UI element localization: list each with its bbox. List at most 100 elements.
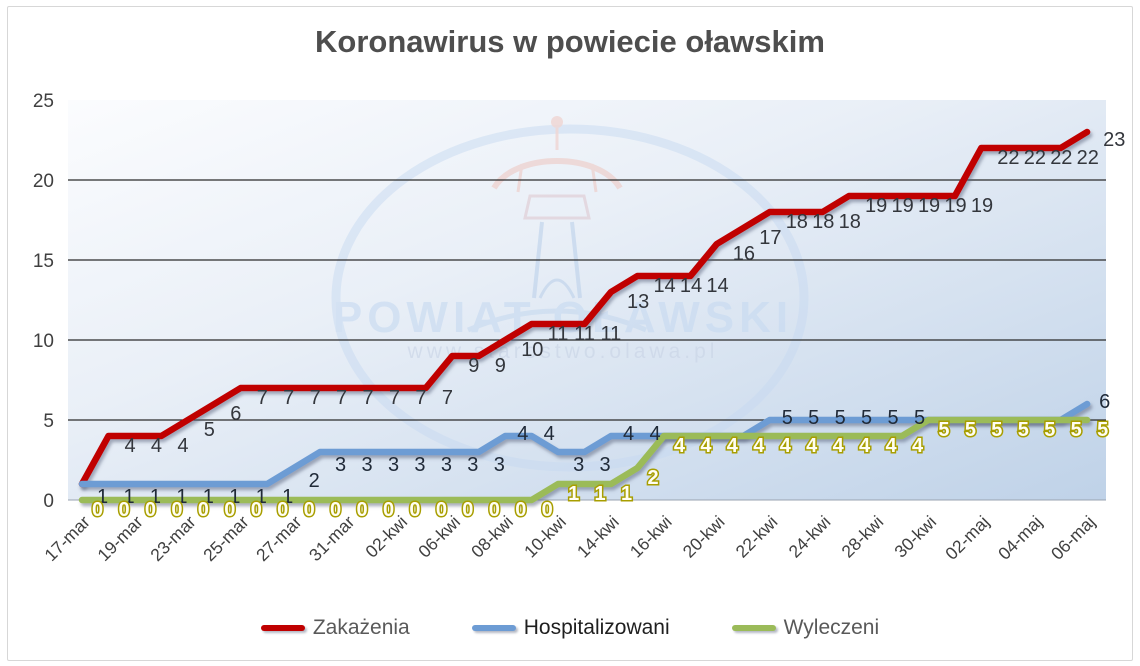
x-tick-label: 24-kwi <box>785 512 835 562</box>
data-label-hospitalizowani: 5 <box>835 407 846 429</box>
data-label-zakazenia: 7 <box>310 387 321 409</box>
data-label-wyleczeni: 0 <box>489 499 500 521</box>
data-label-wyleczeni: 4 <box>700 435 712 457</box>
data-label-wyleczeni: 5 <box>1018 419 1029 441</box>
data-label-wyleczeni: 4 <box>886 435 898 457</box>
data-label-zakazenia: 19 <box>918 195 940 217</box>
y-tick-label: 5 <box>43 411 54 432</box>
data-label-zakazenia: 19 <box>944 195 966 217</box>
wyleczeni-line-swatch <box>731 625 776 631</box>
data-label-zakazenia: 7 <box>415 387 426 409</box>
x-tick-label: 02-maj <box>941 512 993 564</box>
zakazenia-line-swatch <box>260 625 305 631</box>
data-label-wyleczeni: 4 <box>912 435 924 457</box>
y-tick-label: 25 <box>33 91 54 112</box>
data-label-hospitalizowani: 1 <box>256 486 267 508</box>
data-label-zakazenia: 9 <box>468 355 479 377</box>
data-label-zakazenia: 9 <box>495 355 506 377</box>
data-label-hospitalizowani: 1 <box>176 486 187 508</box>
data-label-zakazenia: 19 <box>971 195 993 217</box>
data-label-wyleczeni: 5 <box>1097 419 1108 441</box>
data-label-wyleczeni: 0 <box>277 499 288 521</box>
data-label-wyleczeni: 1 <box>595 483 606 505</box>
data-label-wyleczeni: 0 <box>171 499 182 521</box>
data-label-hospitalizowani: 3 <box>467 454 478 476</box>
y-tick-label: 20 <box>33 171 54 192</box>
data-label-zakazenia: 10 <box>521 339 543 361</box>
data-label-zakazenia: 14 <box>653 275 675 297</box>
x-tick-label: 04-maj <box>994 512 1046 564</box>
watermark-text: POWIAT OŁAWSKI <box>333 293 793 342</box>
data-label-zakazenia: 4 <box>177 435 188 457</box>
data-label-hospitalizowani: 1 <box>203 486 214 508</box>
data-label-wyleczeni: 0 <box>92 499 103 521</box>
data-label-zakazenia: 18 <box>786 211 808 233</box>
data-label-hospitalizowani: 1 <box>123 486 134 508</box>
data-label-wyleczeni: 0 <box>383 499 394 521</box>
data-label-wyleczeni: 4 <box>780 435 792 457</box>
data-label-wyleczeni: 4 <box>674 435 686 457</box>
data-label-hospitalizowani: 3 <box>441 454 452 476</box>
data-label-hospitalizowani: 3 <box>388 454 399 476</box>
data-label-zakazenia: 14 <box>680 275 702 297</box>
data-label-zakazenia: 7 <box>389 387 400 409</box>
data-label-hospitalizowani: 3 <box>335 454 346 476</box>
data-label-zakazenia: 23 <box>1103 129 1125 151</box>
data-label-wyleczeni: 1 <box>568 483 579 505</box>
data-label-wyleczeni: 5 <box>1071 419 1082 441</box>
data-label-wyleczeni: 0 <box>357 499 368 521</box>
data-label-hospitalizowani: 4 <box>517 423 528 445</box>
data-label-hospitalizowani: 1 <box>282 486 293 508</box>
data-label-hospitalizowani: 5 <box>782 407 793 429</box>
data-label-zakazenia: 22 <box>1050 147 1072 169</box>
legend-item-zakazenia[interactable]: Zakażenia <box>260 616 410 640</box>
data-label-wyleczeni: 0 <box>251 499 262 521</box>
series-line-hospitalizowani <box>78 400 1091 488</box>
chart-legend: Zakażenia Hospitalizowani Wyleczeni <box>0 608 1140 648</box>
data-label-zakazenia: 14 <box>706 275 728 297</box>
legend-label-hospitalizowani: Hospitalizowani <box>523 616 670 639</box>
legend-item-hospitalizowani[interactable]: Hospitalizowani <box>471 616 670 640</box>
y-tick-label: 10 <box>33 331 54 352</box>
legend-item-wyleczeni[interactable]: Wyleczeni <box>731 616 879 640</box>
data-label-wyleczeni: 4 <box>833 435 845 457</box>
data-label-hospitalizowani: 4 <box>544 423 555 445</box>
data-label-zakazenia: 17 <box>759 227 781 249</box>
data-label-wyleczeni: 5 <box>965 419 976 441</box>
x-tick-label: 28-kwi <box>837 512 887 562</box>
data-label-hospitalizowani: 3 <box>573 454 584 476</box>
data-label-hospitalizowani: 3 <box>362 454 373 476</box>
data-label-wyleczeni: 4 <box>727 435 739 457</box>
watermark-ellipse <box>331 124 809 472</box>
data-label-zakazenia: 16 <box>733 243 755 265</box>
data-label-wyleczeni: 5 <box>938 419 949 441</box>
series-line-wyleczeni <box>78 416 1091 504</box>
data-label-hospitalizowani: 6 <box>1099 391 1110 413</box>
data-label-zakazenia: 7 <box>442 387 453 409</box>
data-label-hospitalizowani: 3 <box>600 454 611 476</box>
data-label-hospitalizowani: 2 <box>309 470 320 492</box>
data-label-wyleczeni: 5 <box>1044 419 1055 441</box>
data-label-wyleczeni: 0 <box>436 499 447 521</box>
data-label-hospitalizowani: 4 <box>623 423 634 445</box>
chart-title: Koronawirus w powiecie oławskim <box>315 24 825 59</box>
data-label-zakazenia: 7 <box>283 387 294 409</box>
data-label-zakazenia: 7 <box>336 387 347 409</box>
data-label-zakazenia: 11 <box>601 323 622 345</box>
data-label-zakazenia: 7 <box>257 387 268 409</box>
x-tick-label: 30-kwi <box>890 512 940 562</box>
data-label-zakazenia: 22 <box>997 147 1019 169</box>
data-label-zakazenia: 19 <box>892 195 914 217</box>
data-label-zakazenia: 13 <box>627 291 649 313</box>
x-tick-label: 06-maj <box>1047 512 1099 564</box>
data-label-wyleczeni: 0 <box>542 499 553 521</box>
data-label-hospitalizowani: 5 <box>888 407 899 429</box>
data-label-zakazenia: 5 <box>204 419 215 441</box>
data-label-hospitalizowani: 3 <box>414 454 425 476</box>
data-label-wyleczeni: 2 <box>647 467 658 489</box>
data-label-zakazenia: 7 <box>363 387 374 409</box>
data-label-hospitalizowani: 1 <box>229 486 240 508</box>
